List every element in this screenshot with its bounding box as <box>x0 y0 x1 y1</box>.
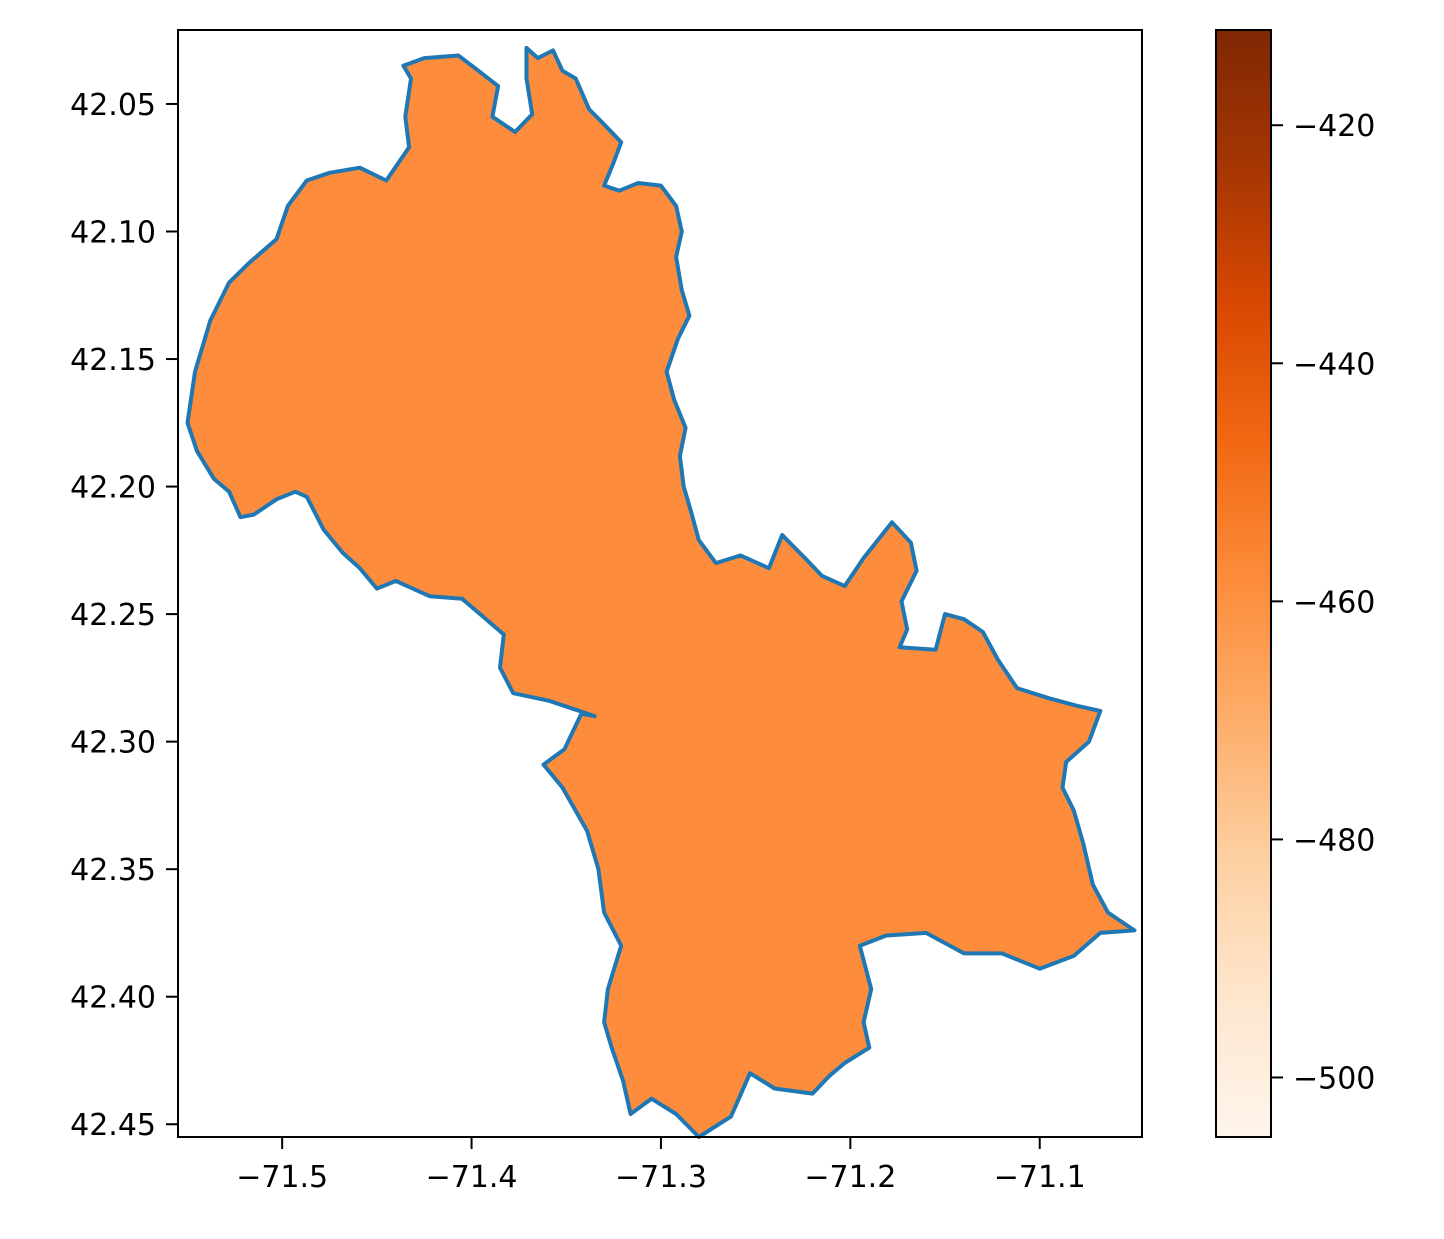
y-tick-label: 42.35 <box>70 853 156 888</box>
region-fill <box>187 47 1135 1137</box>
y-axis-ticks: 42.05 42.10 42.15 42.20 42.25 42.30 42.35 42.40… <box>70 88 178 1143</box>
y-tick-label: 42.10 <box>70 216 156 251</box>
colorbar-tick-label: −440 <box>1293 347 1375 382</box>
y-tick-label: 42.40 <box>70 981 156 1016</box>
map-plot <box>185 45 1137 1139</box>
colorbar-tick-label: −420 <box>1293 109 1375 144</box>
x-tick-label: −71.3 <box>615 1160 707 1195</box>
x-tick-label: −71.5 <box>236 1160 328 1195</box>
y-tick-label: 42.45 <box>70 1108 156 1143</box>
region-boundary <box>185 45 1137 1139</box>
x-tick-label: −71.2 <box>804 1160 896 1195</box>
colorbar-ticks: −420 −440 −460 −480 −500 <box>1271 109 1375 1096</box>
x-tick-label: −71.4 <box>426 1160 518 1195</box>
x-tick-label: −71.1 <box>994 1160 1086 1195</box>
colorbar-tick-label: −460 <box>1293 585 1375 620</box>
y-tick-label: 42.15 <box>70 343 156 378</box>
y-tick-label: 42.20 <box>70 471 156 506</box>
y-tick-label: 42.25 <box>70 598 156 633</box>
x-axis-ticks: −71.5 −71.4 −71.3 −71.2 −71.1 <box>236 1137 1086 1195</box>
colorbar-tick-label: −480 <box>1293 823 1375 858</box>
colorbar-tick-label: −500 <box>1293 1061 1375 1096</box>
y-tick-label: 42.05 <box>70 88 156 123</box>
colorbar <box>1215 29 1272 1138</box>
y-tick-label: 42.30 <box>70 726 156 761</box>
